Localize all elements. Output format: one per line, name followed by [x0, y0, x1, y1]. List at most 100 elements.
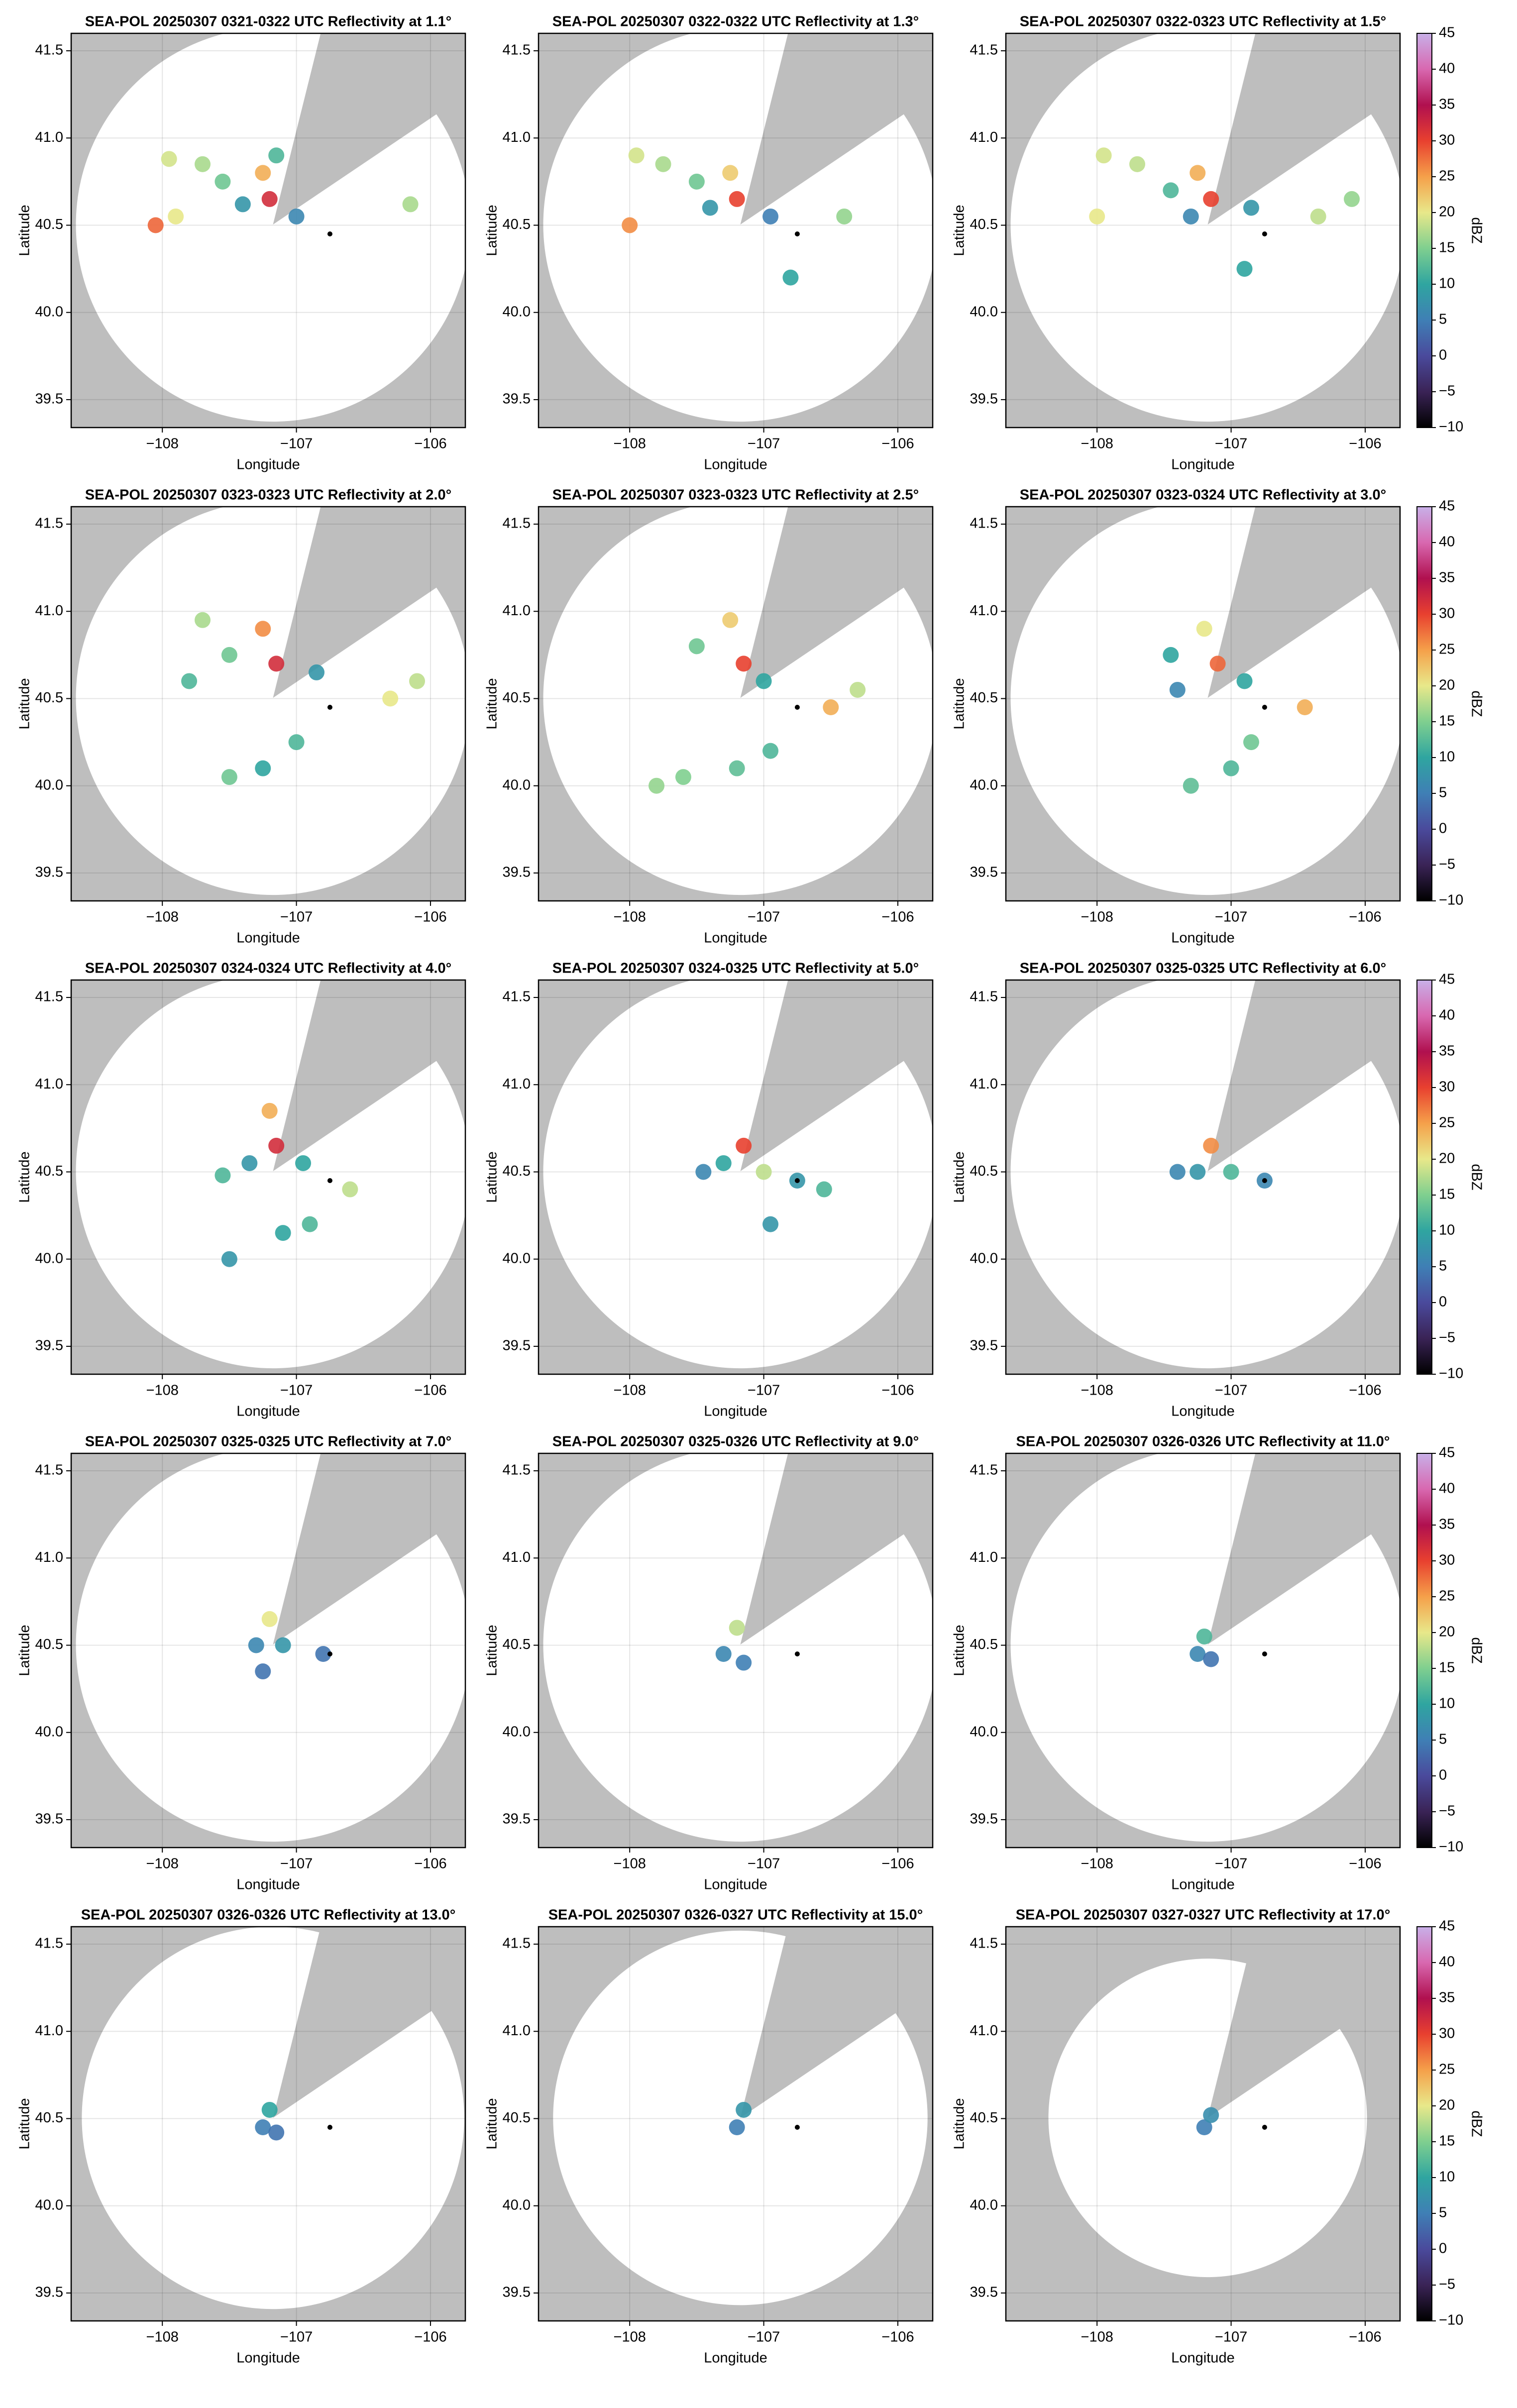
colorbar-tick-label: 25 [1439, 168, 1455, 184]
colorbar-tick-label: 15 [1439, 2133, 1455, 2149]
x-tick-label: −107 [1215, 436, 1247, 452]
echo [261, 191, 278, 207]
x-tick-label: −107 [280, 2329, 313, 2345]
x-axis-label: Longitude [236, 2350, 300, 2366]
colorbar-tick-label: 0 [1439, 821, 1447, 837]
y-tick-label: 40.5 [35, 217, 63, 232]
echo [195, 156, 211, 172]
colorbar-tick-label: 35 [1439, 1990, 1455, 2006]
echo [255, 760, 271, 776]
x-axis-label: Longitude [1171, 2350, 1234, 2366]
x-axis-label: Longitude [1171, 457, 1234, 473]
colorbar-tick-label: 25 [1439, 642, 1455, 657]
y-tick-label: 40.0 [35, 1724, 63, 1740]
y-tick-label: 40.5 [503, 217, 531, 232]
echo [1203, 191, 1219, 207]
plot-area [1006, 1453, 1400, 1848]
y-tick-label: 41.5 [35, 1936, 63, 1952]
y-axis-label: Latitude [484, 2098, 500, 2149]
echo [1203, 1137, 1219, 1154]
y-tick-label: 41.0 [503, 129, 531, 145]
x-tick-label: −106 [414, 1856, 446, 1872]
echo [1169, 1164, 1186, 1180]
chart-title: SEA-POL 20250307 0324-0324 UTC Reflectiv… [85, 961, 451, 977]
coverage [76, 33, 465, 422]
echo [736, 1654, 752, 1671]
chart-title: SEA-POL 20250307 0321-0322 UTC Reflectiv… [85, 14, 451, 30]
panel: −108 −107 −106 39.5 40.0 40.5 41.0 41.5 SEA-POL … [17, 14, 466, 473]
colorbar-tick-label: 35 [1439, 1043, 1455, 1059]
x-tick-label: −107 [280, 436, 313, 452]
colorbar-tick-label: 20 [1439, 2097, 1455, 2113]
x-tick-label: −107 [748, 1383, 780, 1399]
panel: −108 −107 −106 39.5 40.0 40.5 41.0 41.5 SEA-POL … [484, 487, 934, 946]
radar-site [794, 2125, 800, 2130]
echo [1183, 777, 1199, 794]
x-axis-label: Longitude [704, 1404, 767, 1420]
x-tick-label: −106 [1349, 436, 1381, 452]
colorbar-tick-label: −10 [1439, 1839, 1463, 1855]
y-tick-label: 41.0 [35, 1076, 63, 1092]
x-tick-label: −106 [881, 1383, 914, 1399]
panel: −108 −107 −106 39.5 40.0 40.5 41.0 41.5 SEA-POL … [952, 1434, 1485, 1893]
y-tick-label: 41.5 [503, 1936, 531, 1952]
colorbar-tick-label: −5 [1439, 383, 1455, 399]
colorbar-tick-label: 40 [1439, 61, 1455, 77]
y-tick-label: 39.5 [503, 1338, 531, 1354]
y-tick-label: 41.5 [503, 516, 531, 532]
plot-frame [538, 32, 934, 429]
y-tick-label: 40.5 [970, 217, 998, 232]
x-tick-label: −108 [146, 909, 179, 925]
chart-title: SEA-POL 20250307 0323-0323 UTC Reflectiv… [85, 487, 451, 503]
colorbar [1416, 1926, 1432, 2321]
plot-frame [70, 1926, 466, 2322]
echo [1196, 2119, 1212, 2136]
x-tick-label: −108 [1081, 2329, 1113, 2345]
colorbar-tick-label: 0 [1439, 2241, 1447, 2257]
y-tick-label: 40.5 [35, 2110, 63, 2126]
y-tick-label: 41.0 [503, 603, 531, 619]
echo [268, 1137, 285, 1154]
x-tick-label: −107 [1215, 909, 1247, 925]
echo [261, 2101, 278, 2118]
colorbar-tick-label: 5 [1439, 785, 1447, 801]
y-tick-label: 40.0 [503, 304, 531, 320]
colorbar [1416, 980, 1432, 1375]
echo [1243, 200, 1259, 216]
y-tick-label: 40.0 [503, 777, 531, 793]
colorbar-tick-label: 10 [1439, 749, 1455, 765]
radar-site [327, 1178, 332, 1184]
y-tick-label: 41.0 [970, 603, 998, 619]
coverage [76, 980, 465, 1369]
plot-frame [1005, 979, 1401, 1375]
colorbar-tick-label: 25 [1439, 1115, 1455, 1131]
panel: −108 −107 −106 39.5 40.0 40.5 41.0 41.5 SEA-POL … [484, 961, 934, 1420]
colorbar-tick-label: 20 [1439, 1624, 1455, 1640]
radar-site [794, 1651, 800, 1657]
echo [715, 1646, 732, 1662]
chart-title: SEA-POL 20250307 0325-0326 UTC Reflectiv… [552, 1434, 919, 1450]
y-tick-label: 39.5 [970, 391, 998, 407]
x-axis-label: Longitude [1171, 930, 1234, 946]
colorbar-tick-label: −10 [1439, 419, 1463, 435]
colorbar-tick-label: 30 [1439, 606, 1455, 622]
echo [1196, 1628, 1212, 1644]
echo [161, 151, 177, 167]
echo [722, 612, 739, 628]
y-tick-label: 41.5 [503, 989, 531, 1005]
y-tick-label: 41.0 [503, 1076, 531, 1092]
colorbar-label: dBZ [1468, 690, 1484, 717]
echo [409, 673, 426, 689]
plot-frame [70, 32, 466, 429]
radar-site [794, 1178, 800, 1184]
x-tick-label: −108 [1081, 909, 1113, 925]
x-tick-label: −106 [1349, 1856, 1381, 1872]
y-tick-label: 40.0 [970, 1250, 998, 1266]
y-tick-label: 40.0 [970, 304, 998, 320]
y-tick-label: 40.5 [970, 690, 998, 706]
y-axis-label: Latitude [952, 1151, 968, 1203]
x-tick-label: −108 [614, 436, 646, 452]
plot-frame [70, 1452, 466, 1849]
plot-area [539, 507, 933, 901]
colorbar-tick-label: 20 [1439, 677, 1455, 693]
